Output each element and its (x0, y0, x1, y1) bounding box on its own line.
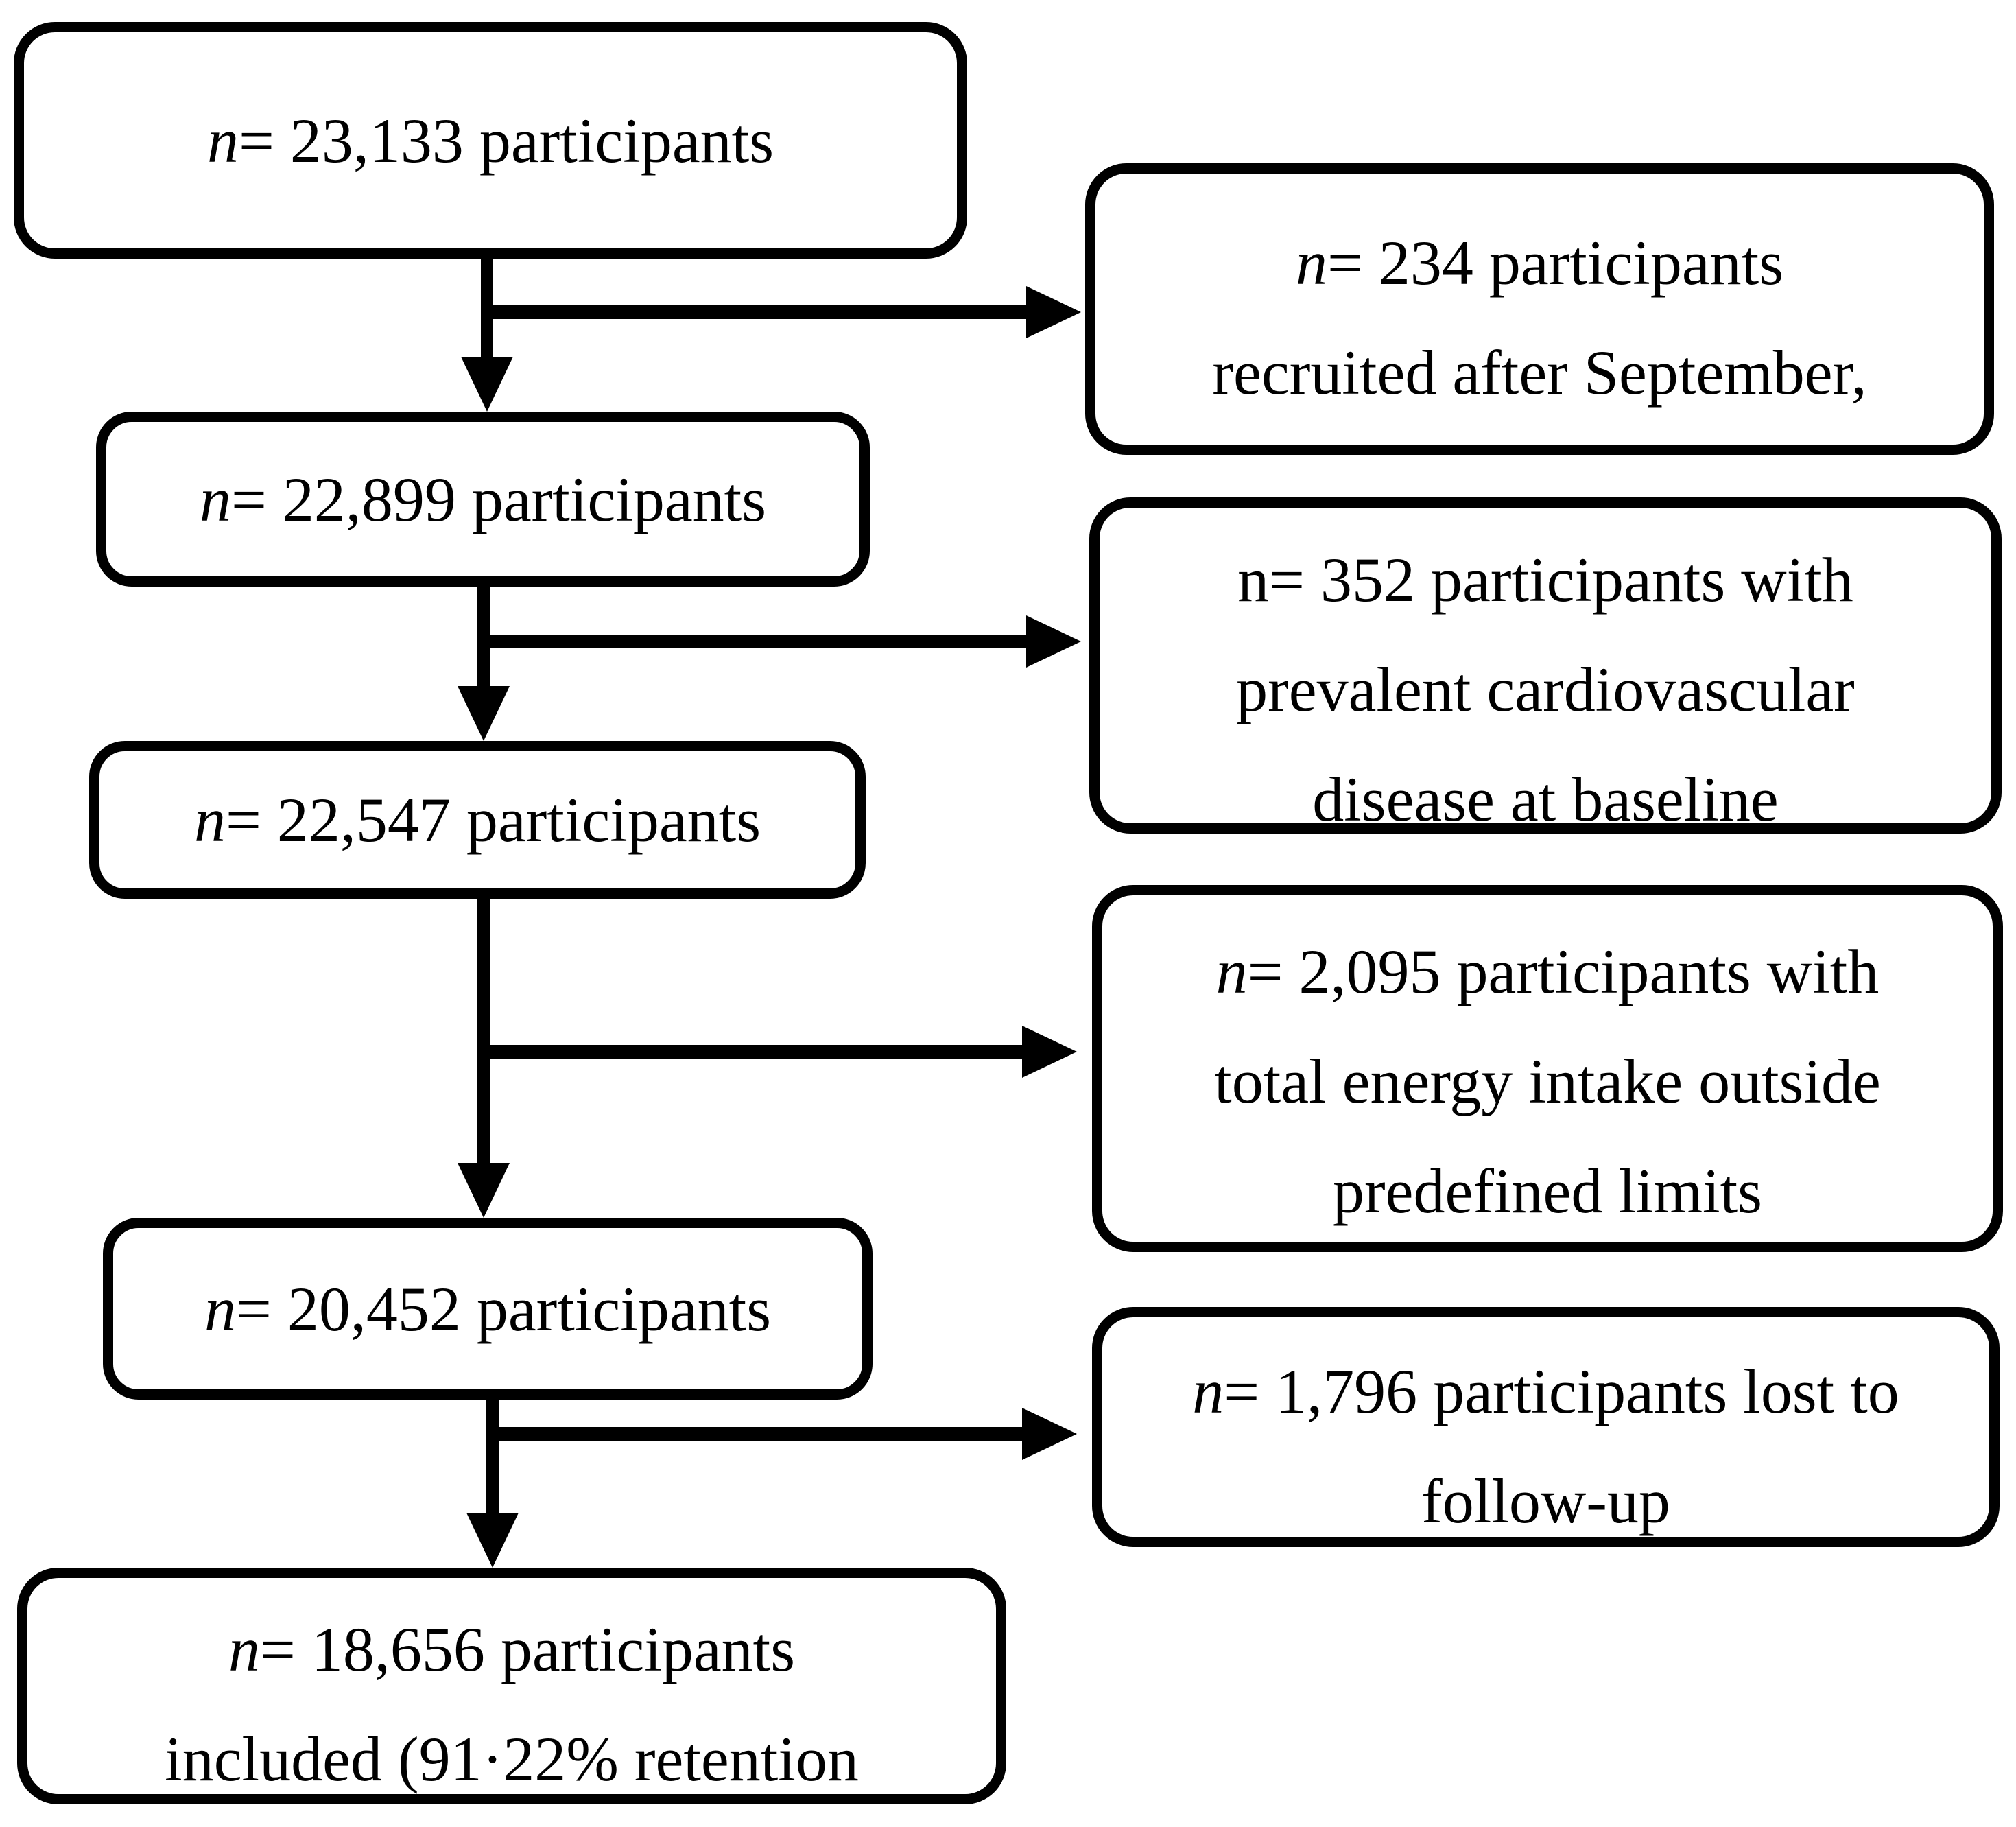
flow-box-stage-5: n= 18,656 participants included (91·22% … (17, 1568, 1006, 1804)
box-text-line: prevalent cardiovascular (1236, 655, 1855, 724)
branch-arrow-exclusion3-line (477, 1045, 1022, 1059)
box-text-line: n= 1,796 participants lost to (1192, 1336, 1899, 1446)
exclusion-box-2-text: n= 352 participants with prevalent cardi… (1236, 525, 1855, 834)
box-text: = 2,095 participants with (1247, 936, 1879, 1006)
box-text-line: total energy intake outside (1214, 1046, 1881, 1116)
n-variable: n (193, 785, 226, 855)
n-variable: n (199, 464, 231, 534)
n-variable: n (1295, 227, 1327, 298)
box-text: = 22,899 participants (230, 464, 767, 534)
box-text-line: n= 23,133 participants (207, 86, 774, 196)
flow-box-stage-3-text: n= 22,547 participants (194, 765, 761, 875)
n-variable: n (1215, 936, 1248, 1006)
box-text: = 234 participants (1327, 227, 1784, 298)
branch-arrow-exclusion1-line (481, 305, 1026, 319)
n-variable: n (1237, 545, 1270, 615)
exclusion-box-3-text: n= 2,095 participants with total energy … (1214, 917, 1881, 1242)
arrow-stage3-to-stage4-line (477, 895, 490, 1164)
box-text: = 22,547 participants (225, 785, 761, 855)
flow-box-stage-5-text: n= 18,656 participants included (91·22% … (165, 1594, 859, 1795)
arrow-stage4-to-stage5-line (486, 1396, 499, 1514)
box-text: = 23,133 participants (238, 105, 774, 176)
box-text: = 352 participants with (1269, 545, 1853, 615)
box-text-line: follow-up (1421, 1466, 1670, 1536)
branch-arrow-exclusion4-line (486, 1427, 1022, 1441)
box-text-line: predefined limits (1333, 1155, 1762, 1226)
flow-box-stage-1: n= 23,133 participants (14, 22, 967, 259)
exclusion-box-1: n= 234 participants recruited after Sept… (1085, 163, 1994, 455)
flow-box-stage-2-text: n= 22,899 participants (200, 445, 766, 554)
box-text: = 1,796 participants lost to (1224, 1356, 1899, 1426)
flow-box-stage-1-text: n= 23,133 participants (207, 86, 774, 196)
box-text-line: n= 352 participants with (1236, 525, 1855, 635)
arrow-stage2-to-stage3-head (458, 686, 510, 741)
arrow-stage1-to-stage2-head (461, 357, 513, 412)
box-text-line: n= 22,899 participants (200, 445, 766, 554)
branch-arrow-exclusion1-head (1026, 286, 1081, 338)
box-text-line: n= 18,656 participants (165, 1594, 859, 1704)
arrow-stage3-to-stage4-head (458, 1163, 510, 1218)
box-text: = 18,656 participants (259, 1614, 796, 1684)
flow-box-stage-3: n= 22,547 participants (89, 741, 866, 899)
branch-arrow-exclusion3-head (1022, 1026, 1077, 1078)
box-text-line: n= 22,547 participants (194, 765, 761, 875)
branch-arrow-exclusion4-head (1022, 1408, 1077, 1460)
box-text-line: n= 2,095 participants with (1214, 917, 1881, 1026)
flow-box-stage-2: n= 22,899 participants (96, 412, 870, 587)
flow-box-stage-4: n= 20,452 participants (103, 1218, 873, 1400)
flow-box-stage-4-text: n= 20,452 participants (204, 1254, 771, 1364)
n-variable: n (204, 1273, 236, 1344)
exclusion-box-3: n= 2,095 participants with total energy … (1092, 885, 2003, 1252)
n-variable: n (206, 105, 239, 176)
box-text-line: n= 20,452 participants (204, 1254, 771, 1364)
exclusion-box-2: n= 352 participants with prevalent cardi… (1089, 497, 2002, 834)
box-text-line: included (91·22% retention (165, 1723, 859, 1794)
n-variable: n (228, 1614, 260, 1684)
box-text: = 20,452 participants (235, 1273, 772, 1344)
box-text-line: recruited after September, (1212, 337, 1867, 408)
n-variable: n (1192, 1356, 1224, 1426)
exclusion-box-1-text: n= 234 participants recruited after Sept… (1212, 208, 1866, 427)
exclusion-box-4: n= 1,796 participants lost to follow-up (1092, 1307, 2000, 1547)
exclusion-box-4-text: n= 1,796 participants lost to follow-up (1192, 1336, 1899, 1537)
branch-arrow-exclusion2-head (1026, 615, 1081, 668)
arrow-stage4-to-stage5-head (466, 1513, 519, 1568)
box-text-line: n= 234 participants (1212, 208, 1866, 318)
box-text-line: disease at baseline (1312, 764, 1779, 834)
branch-arrow-exclusion2-line (477, 635, 1026, 648)
